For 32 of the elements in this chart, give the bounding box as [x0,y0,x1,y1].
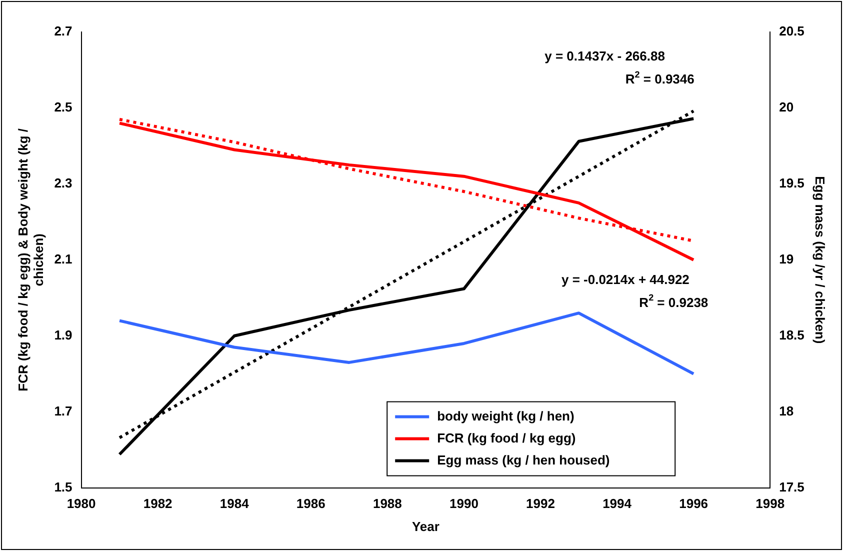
y-tick-label: 1.7 [54,403,72,418]
x-tick-label: 1998 [756,496,785,512]
x-axis-title: Year [412,518,440,534]
x-tick-label: 1992 [526,496,555,512]
annotation: y = -0.0214x + 44.922 [561,272,690,287]
y-tick-label: 1.9 [54,327,72,342]
y-tick-label: 2.5 [54,100,72,115]
y2-tick-label: 18.5 [779,327,804,342]
x-tick-label: 1988 [372,496,402,512]
x-tick-label: 1986 [296,496,326,512]
annotation: y = 0.1437x - 266.88 [544,48,665,64]
y2-tick-label: 19.5 [779,176,804,191]
y2-tick-label: 17.5 [779,479,804,494]
y-tick-label: 2.3 [54,176,72,191]
legend-label: FCR (kg food / kg egg) [437,430,576,446]
y2-tick-label: 20 [779,100,794,115]
x-tick-label: 1994 [602,496,632,512]
x-tick-label: 1980 [66,496,96,512]
x-tick-label: 1996 [679,496,708,512]
x-tick-label: 1982 [143,496,172,512]
legend-label: Egg mass (kg / hen housed) [437,452,610,468]
y2-axis-title: Egg mass (kg /yr / chicken) [812,176,828,344]
y2-tick-label: 18 [779,403,794,418]
y-tick-label: 1.5 [54,479,72,494]
y-axis-title: FCR (kg food / kg egg) & Body weight (kg / chicken) [15,128,46,392]
x-tick-label: 1984 [220,496,250,512]
y-tick-label: 2.1 [54,251,72,266]
y2-tick-label: 19 [779,251,794,266]
legend-label: body weight (kg / hen) [437,408,574,424]
y-tick-label: 2.7 [54,24,72,39]
y2-tick-label: 20.5 [779,24,804,39]
x-tick-label: 1990 [449,496,478,512]
